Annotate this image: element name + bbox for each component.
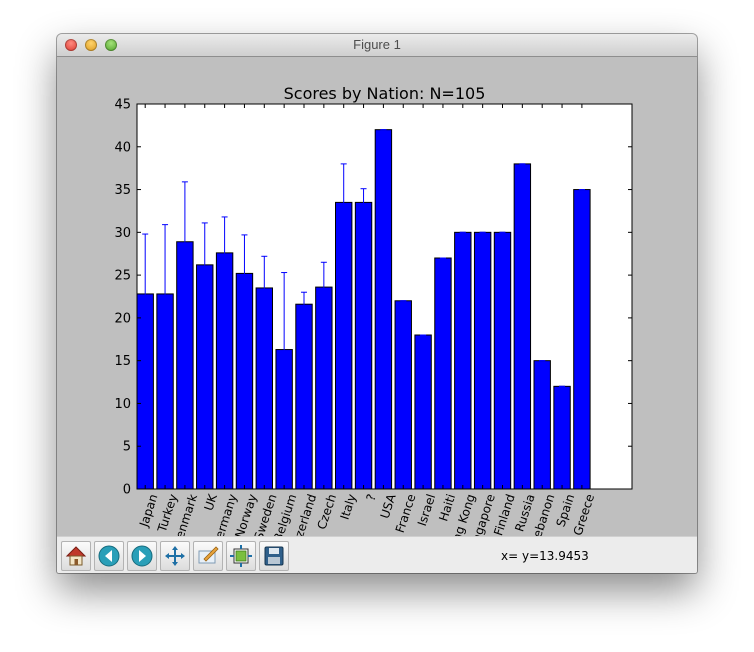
y-tick-label: 10: [114, 397, 131, 412]
figure-window: Figure 1 0 5 10 15 20 25 30 35 40 45 Japan Turkey D…: [57, 34, 697, 573]
bar: [473, 231, 492, 490]
floppy-disk-icon: [264, 546, 284, 566]
maximize-window-button[interactable]: [105, 39, 117, 51]
back-arrow-icon: [98, 545, 120, 567]
home-icon: [65, 546, 87, 566]
error-bar: [201, 222, 208, 308]
error-bar: [261, 255, 268, 321]
bar: [354, 201, 373, 490]
bar: [533, 360, 551, 490]
zoom-rect-icon: [198, 546, 219, 564]
back-button[interactable]: [94, 541, 124, 571]
x-tick-label: ?: [363, 492, 378, 502]
x-tick-label: USA: [378, 492, 399, 521]
bar: [295, 303, 313, 490]
window-title: Figure 1: [353, 37, 401, 52]
error-bar: [320, 261, 327, 313]
pan-move-icon: [165, 546, 185, 566]
forward-button[interactable]: [127, 541, 157, 571]
x-tick-label: Italy: [338, 492, 359, 521]
error-bar: [221, 216, 228, 290]
navigation-toolbar: x= y=13.9453: [57, 536, 697, 573]
bar: [374, 129, 393, 490]
error-bar: [241, 234, 248, 313]
y-tick-label: 20: [114, 311, 131, 326]
x-tick-label: Israel: [415, 492, 438, 528]
minimize-window-button[interactable]: [85, 39, 97, 51]
y-tick-label: 35: [114, 183, 131, 198]
y-tick-label: 45: [114, 98, 131, 113]
chart-title: Scores by Nation: N=105: [284, 84, 486, 103]
error-bar: [162, 224, 169, 364]
bar: [394, 300, 412, 490]
y-tick-label: 5: [123, 440, 131, 455]
bar: [315, 286, 333, 490]
save-button[interactable]: [259, 541, 289, 571]
y-tick-label: 30: [114, 226, 131, 241]
bar: [553, 385, 571, 490]
pan-button[interactable]: [160, 541, 190, 571]
bar: [454, 231, 472, 490]
bar: [434, 257, 452, 490]
title-bar[interactable]: Figure 1: [57, 34, 697, 57]
zoom-button[interactable]: [193, 541, 223, 571]
error-bar: [340, 163, 347, 242]
x-tick-label: UK: [202, 491, 221, 512]
y-tick-label: 0: [123, 483, 131, 498]
y-tick-label: 15: [114, 354, 131, 369]
error-bar: [142, 233, 149, 355]
y-tick-label: 40: [114, 140, 131, 155]
cursor-coordinates: x= y=13.9453: [501, 549, 589, 563]
figure-canvas[interactable]: 0 5 10 15 20 25 30 35 40 45 Japan Turkey Denmark UK G…: [57, 57, 697, 563]
subplots-button[interactable]: [226, 541, 256, 571]
subplots-config-icon: [230, 545, 252, 567]
home-button[interactable]: [61, 541, 91, 571]
error-bar: [301, 291, 307, 317]
plot-frame: [136, 103, 633, 490]
bar: [335, 201, 353, 490]
x-tick-label: Haiti: [436, 492, 458, 523]
forward-arrow-icon: [131, 545, 153, 567]
error-bar: [360, 188, 367, 217]
error-bar: [281, 272, 288, 428]
bar: [414, 334, 432, 490]
bar: [513, 163, 532, 490]
bar: [573, 189, 591, 490]
bar: [493, 231, 512, 490]
close-window-button[interactable]: [65, 39, 77, 51]
error-bar: [181, 181, 188, 303]
y-tick-label: 25: [114, 269, 131, 284]
